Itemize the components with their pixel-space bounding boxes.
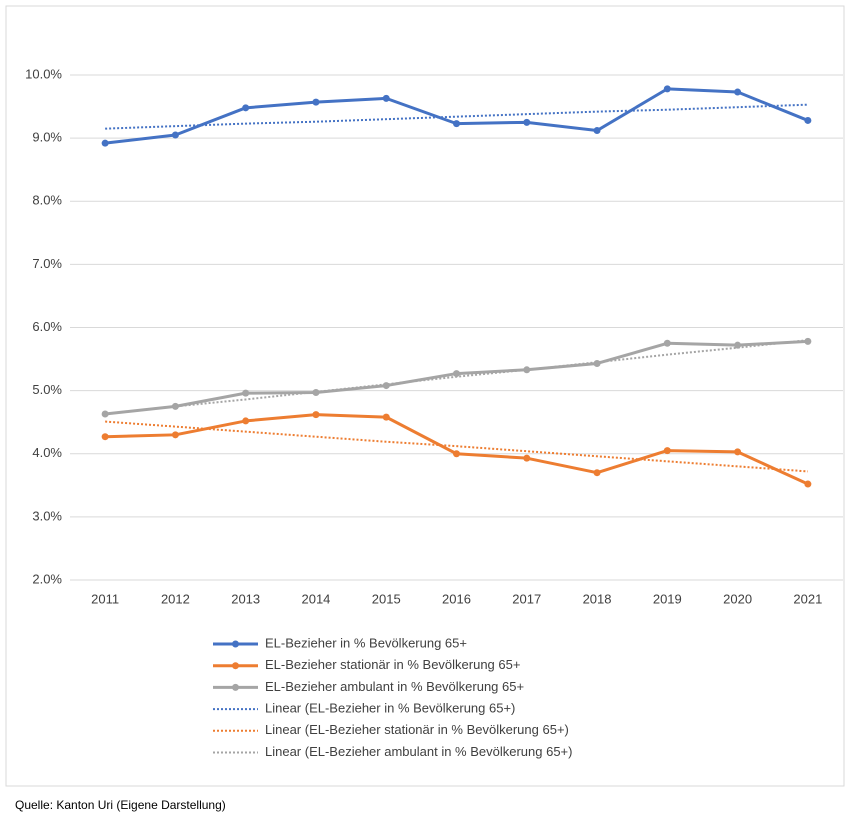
legend-label: EL-Bezieher in % Bevölkerung 65+ bbox=[265, 635, 467, 650]
legend-label: EL-Bezieher stationär in % Bevölkerung 6… bbox=[265, 657, 520, 672]
x-tick-label: 2013 bbox=[231, 591, 260, 606]
point bbox=[453, 370, 460, 378]
x-tick-label: 2017 bbox=[512, 591, 541, 606]
point bbox=[453, 120, 460, 128]
point bbox=[523, 454, 531, 462]
legend-label: Linear (EL-Bezieher stationär in % Bevöl… bbox=[265, 722, 569, 737]
x-tick-label: 2018 bbox=[583, 591, 612, 606]
point bbox=[312, 98, 320, 106]
point bbox=[382, 94, 390, 102]
point bbox=[382, 413, 390, 421]
y-tick-label: 10.0% bbox=[25, 66, 62, 81]
point bbox=[734, 88, 742, 96]
x-tick-label: 2015 bbox=[372, 591, 401, 606]
point bbox=[242, 104, 250, 112]
legend-label: EL-Bezieher ambulant in % Bevölkerung 65… bbox=[265, 679, 524, 694]
y-tick-label: 8.0% bbox=[32, 193, 62, 208]
point bbox=[101, 433, 109, 441]
trend-line bbox=[105, 420, 808, 473]
y-tick-label: 3.0% bbox=[32, 508, 62, 523]
y-tick-label: 5.0% bbox=[32, 382, 62, 397]
trend-line bbox=[105, 103, 808, 130]
point bbox=[804, 116, 812, 124]
point bbox=[593, 469, 601, 477]
series-line bbox=[105, 413, 809, 486]
point bbox=[804, 480, 812, 488]
y-tick-label: 4.0% bbox=[32, 445, 62, 460]
legend-label: Linear (EL-Bezieher in % Bevölkerung 65+… bbox=[265, 701, 515, 716]
point bbox=[593, 127, 601, 135]
x-tick-label: 2011 bbox=[91, 591, 119, 606]
x-tick-label: 2019 bbox=[653, 591, 682, 606]
x-tick-label: 2012 bbox=[161, 591, 190, 606]
point bbox=[101, 139, 109, 147]
point bbox=[453, 450, 460, 458]
point bbox=[663, 85, 671, 93]
point bbox=[312, 411, 320, 419]
y-tick-label: 7.0% bbox=[32, 256, 62, 271]
point bbox=[242, 417, 250, 425]
point bbox=[171, 402, 179, 410]
y-tick-label: 2.0% bbox=[32, 571, 62, 586]
point bbox=[663, 447, 671, 455]
point bbox=[242, 389, 250, 397]
source-note: Quelle: Kanton Uri (Eigene Darstellung) bbox=[15, 798, 226, 812]
x-tick-label: 2014 bbox=[301, 591, 330, 606]
series-line bbox=[104, 87, 809, 145]
point bbox=[171, 431, 179, 439]
y-tick-label: 9.0% bbox=[32, 130, 62, 145]
trend-line bbox=[105, 339, 808, 415]
point bbox=[734, 448, 742, 456]
x-tick-label: 2016 bbox=[442, 591, 471, 606]
legend-marker bbox=[232, 662, 239, 670]
legend-marker bbox=[232, 640, 239, 648]
point bbox=[523, 118, 531, 126]
x-tick-label: 2020 bbox=[723, 591, 752, 606]
y-tick-label: 6.0% bbox=[32, 319, 62, 334]
point bbox=[663, 339, 671, 347]
point bbox=[523, 366, 531, 374]
point bbox=[171, 131, 179, 139]
x-tick-label: 2021 bbox=[793, 591, 822, 606]
legend-marker bbox=[232, 683, 239, 691]
legend-label: Linear (EL-Bezieher ambulant in % Bevölk… bbox=[265, 744, 572, 759]
chart-frame bbox=[5, 5, 845, 787]
